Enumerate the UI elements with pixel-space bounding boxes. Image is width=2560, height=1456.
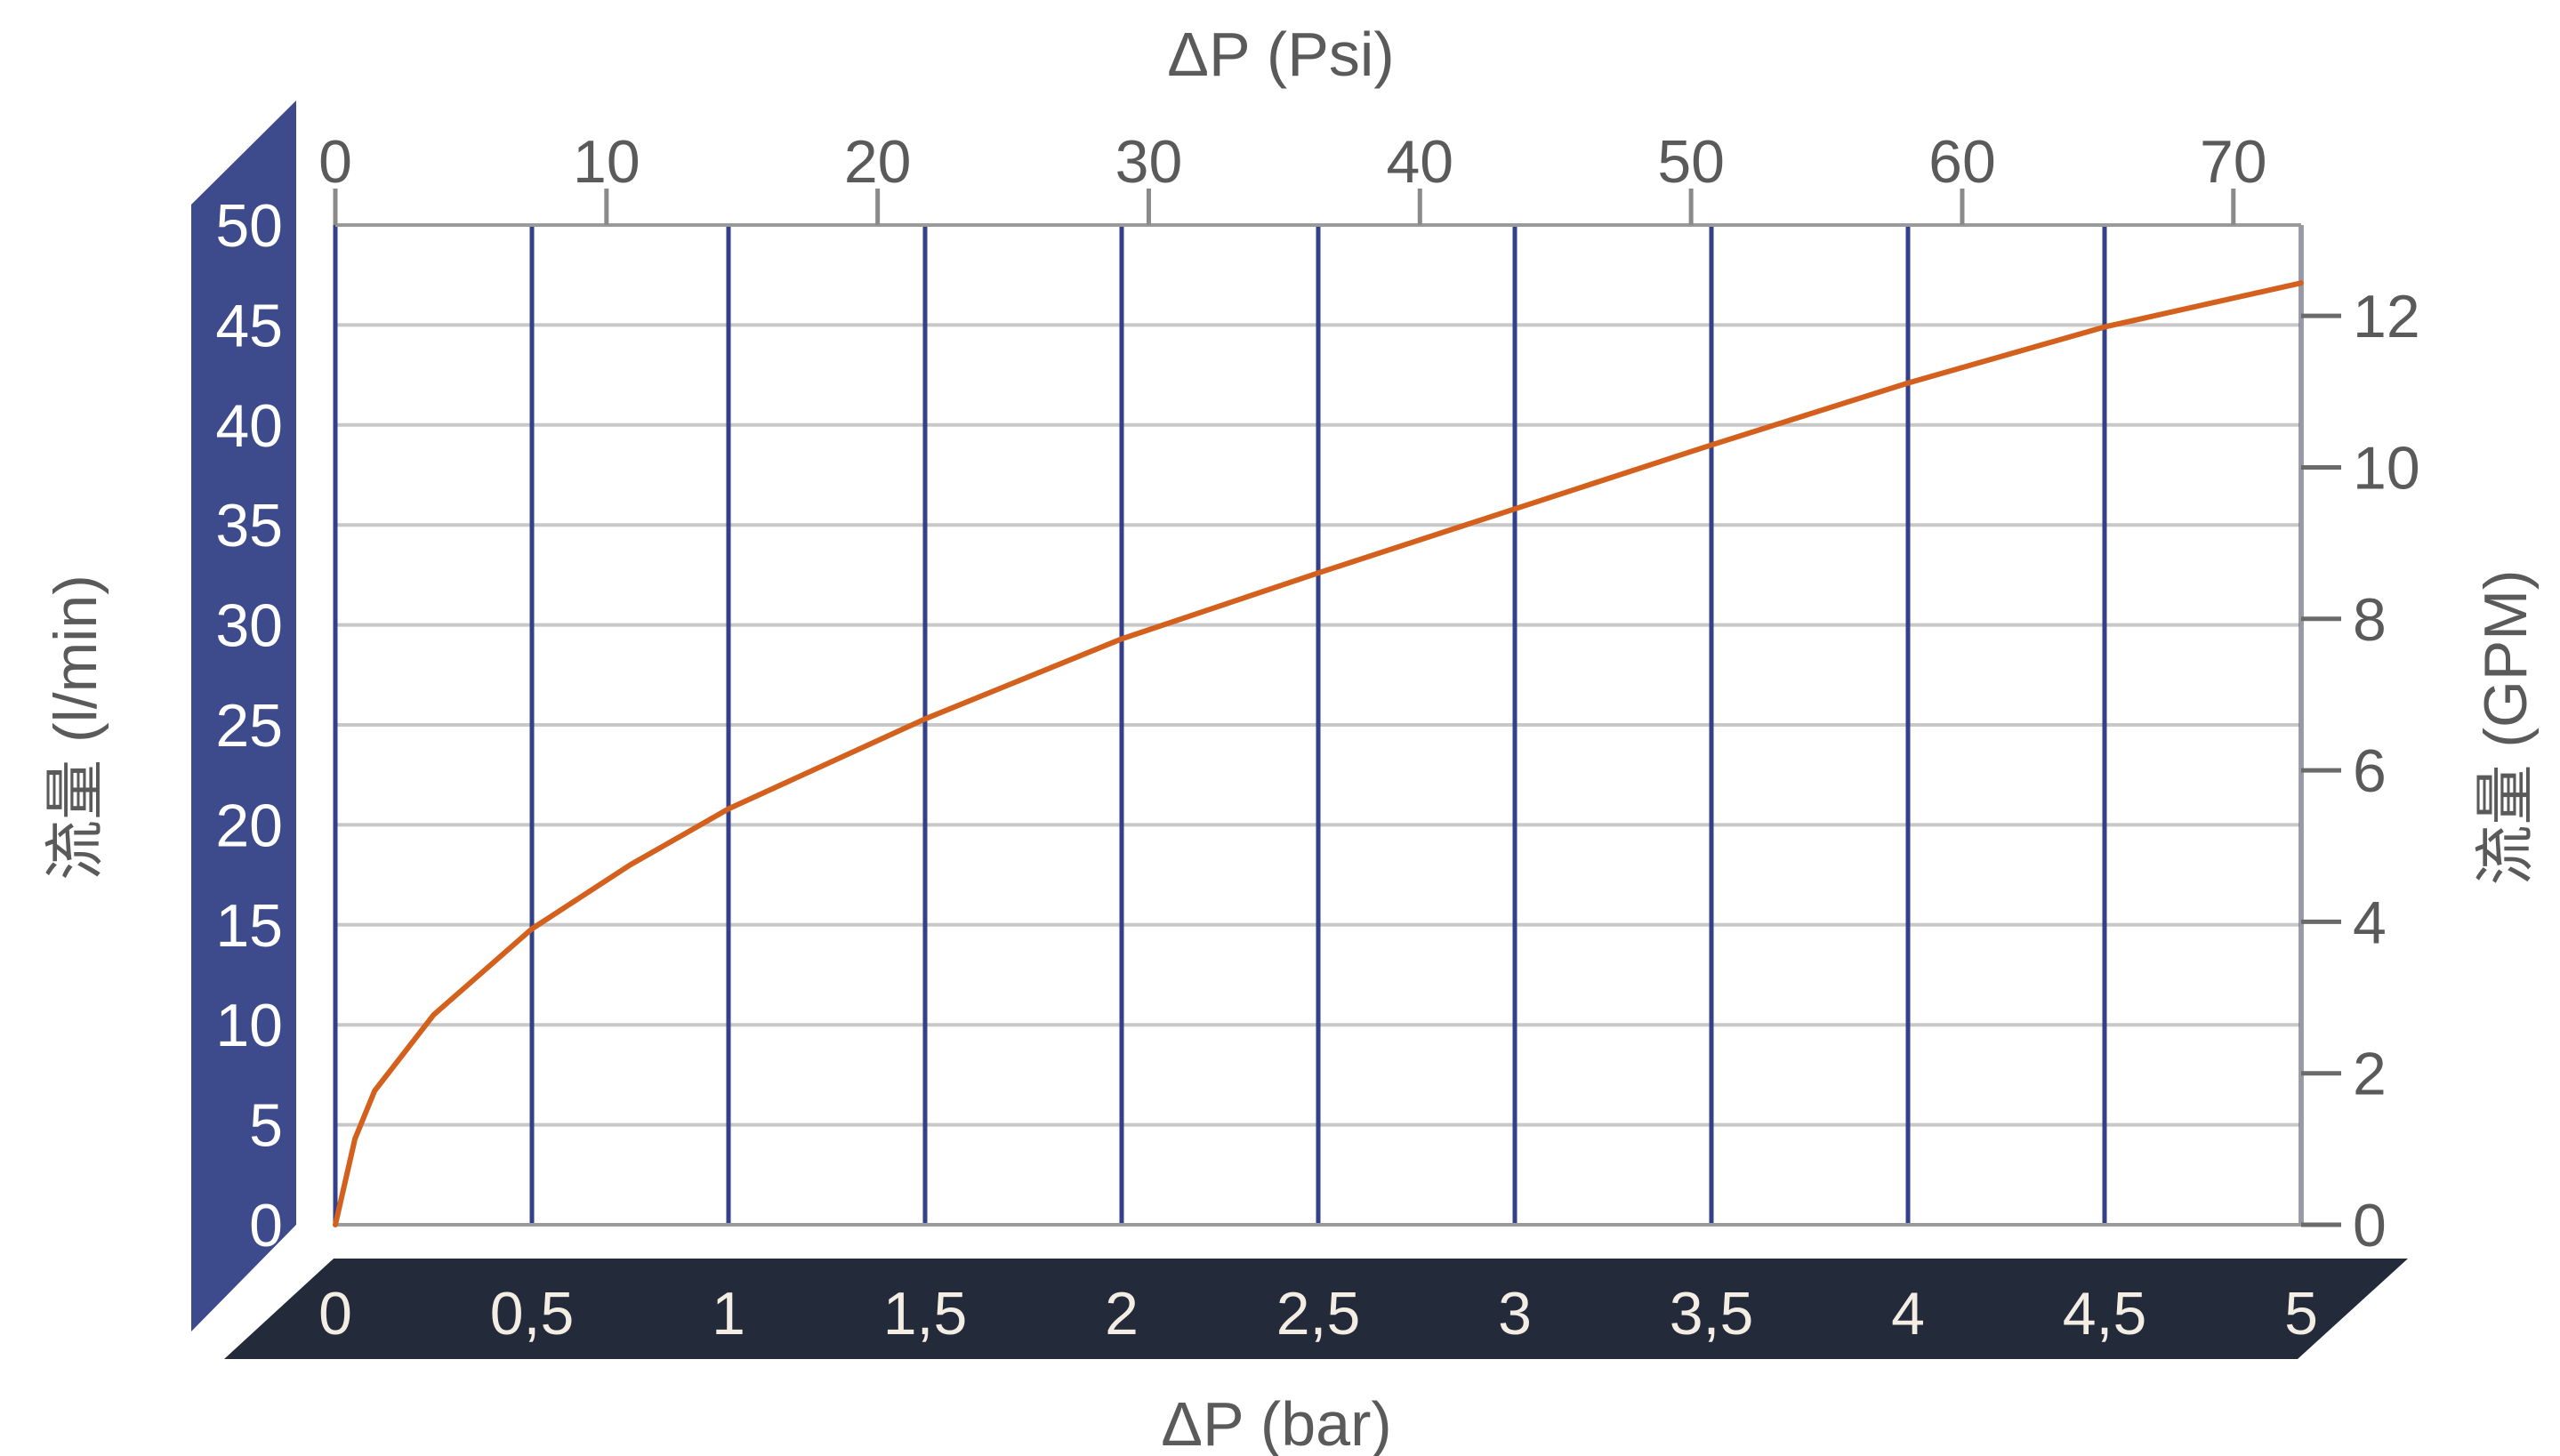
top-axis-tick-label: 50	[1657, 128, 1725, 196]
left-axis-tick-label: 30	[215, 592, 283, 660]
bottom-axis-tick-label: 0,5	[490, 1280, 575, 1347]
bottom-axis-tick-label: 2	[1105, 1280, 1139, 1347]
y-left-axis-title: 流量 (l/min)	[42, 575, 109, 881]
y-right-axis-title: 流量 (GPM)	[2472, 569, 2540, 885]
left-axis-tick-label: 5	[249, 1092, 283, 1160]
left-axis-tick-label: 50	[215, 192, 283, 260]
left-axis-tick-label: 20	[215, 792, 283, 859]
axis-titles: ΔP (Psi) ΔP (bar) 流量 (l/min) 流量 (GPM)	[42, 20, 2540, 1456]
right-axis-tick-label: 8	[2353, 586, 2387, 654]
bottom-axis-tick-label: 0	[318, 1280, 352, 1347]
bottom-axis-tick-label: 5	[2284, 1280, 2318, 1347]
panel-corner-gap	[296, 1225, 334, 1259]
x-bottom-axis-title: ΔP (bar)	[1161, 1389, 1391, 1456]
left-axis-tick-label: 10	[215, 992, 283, 1059]
top-axis-tick-label: 40	[1386, 128, 1453, 196]
top-axis-tick-label: 0	[318, 128, 352, 196]
right-axis-tick-label: 10	[2353, 434, 2420, 502]
top-axis-tick-label: 70	[2200, 128, 2267, 196]
left-axis-tick-label: 45	[215, 292, 283, 359]
grid-lines	[335, 225, 2301, 1225]
bottom-axis-tick-label: 4,5	[2063, 1280, 2147, 1347]
top-axis-tick-label: 10	[573, 128, 640, 196]
bottom-axis-tick-label: 3	[1498, 1280, 1532, 1347]
right-axis-tick-label: 4	[2353, 889, 2387, 956]
left-axis-tick-label: 25	[215, 692, 283, 760]
x-top-axis-title: ΔP (Psi)	[1167, 20, 1395, 89]
axis-panels	[191, 101, 2408, 1359]
left-axis-tick-label: 35	[215, 492, 283, 559]
bottom-axis-tick-label: 3,5	[1670, 1280, 1754, 1347]
right-axis-tick-label: 12	[2353, 283, 2420, 350]
top-axis-tick-label: 20	[844, 128, 912, 196]
right-axis-tick-label: 0	[2353, 1192, 2387, 1259]
bottom-axis-tick-label: 2,5	[1276, 1280, 1361, 1347]
left-axis-tick-label: 15	[215, 892, 283, 960]
bottom-axis-tick-label: 1,5	[883, 1280, 968, 1347]
top-axis-tick-label: 60	[1928, 128, 1996, 196]
bottom-axis-tick-label: 1	[712, 1280, 745, 1347]
right-axis-tick-label: 6	[2353, 737, 2387, 805]
right-axis-tick-label: 2	[2353, 1041, 2387, 1108]
top-axis-tick-label: 30	[1115, 128, 1183, 196]
left-axis-tick-label: 40	[215, 392, 283, 460]
bottom-axis-tick-label: 4	[1891, 1280, 1925, 1347]
left-axis-tick-label: 0	[249, 1192, 283, 1259]
